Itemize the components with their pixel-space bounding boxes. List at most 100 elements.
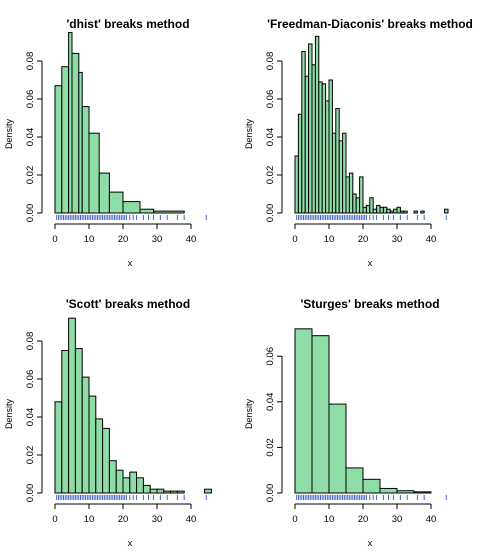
- histogram-bar: [311, 335, 330, 494]
- histogram-bar: [355, 197, 361, 214]
- histogram-bar: [153, 210, 185, 214]
- x-tick-label: 0: [52, 234, 57, 245]
- histogram-bar: [321, 83, 327, 214]
- histogram-bar: [81, 106, 90, 214]
- y-tick-label: 0.00: [25, 484, 36, 503]
- histogram-bar: [149, 488, 158, 494]
- histogram-bar: [369, 197, 374, 214]
- histogram-bar: [314, 35, 320, 214]
- histogram-bar: [294, 328, 313, 494]
- histogram-bar: [122, 201, 141, 214]
- histogram-bar: [68, 32, 73, 214]
- rug: [296, 495, 447, 500]
- x-tick-label: 10: [84, 514, 95, 525]
- histogram-bar: [444, 208, 449, 214]
- x-tick-label: 40: [426, 514, 437, 525]
- histogram-bar: [156, 488, 165, 494]
- histogram-bar: [54, 401, 63, 494]
- histogram-bar: [331, 132, 337, 214]
- x-axis-label: x: [368, 258, 373, 268]
- histogram-bar: [328, 79, 333, 214]
- x-tick-label: 20: [118, 514, 129, 525]
- y-axis: 0.00 0.02 0.04 0.06 0.08: [265, 52, 283, 223]
- histogram-bar: [393, 208, 398, 214]
- y-tick-label: 0.00: [25, 204, 36, 223]
- histogram-bar: [365, 204, 371, 214]
- histogram-bar: [98, 172, 110, 214]
- y-axis-label: Density: [244, 398, 254, 429]
- histogram-bar: [61, 66, 70, 214]
- panel-title: 'Sturges' breaks method: [300, 297, 439, 311]
- y-tick-label: 0.04: [265, 128, 276, 147]
- histogram-bar: [102, 427, 110, 494]
- histogram-bar: [142, 484, 151, 494]
- chart-panel-sturges: 'Sturges' breaks method x Density 0 10 20 3…: [244, 297, 447, 548]
- rug: [56, 495, 207, 500]
- histogram-bar: [308, 43, 313, 214]
- x-tick-label: 20: [118, 234, 129, 245]
- y-tick-label: 0.02: [25, 166, 36, 185]
- histogram-bar: [108, 460, 117, 494]
- histogram-bar: [136, 477, 144, 494]
- x-tick-label: 10: [84, 234, 95, 245]
- x-axis: 0 10 20 30 40: [52, 503, 197, 525]
- y-tick-label: 0.08: [25, 332, 36, 351]
- panel-title: 'Freedman-Diaconis' breaks method: [267, 17, 473, 31]
- chart-panel-scott: 'Scott' breaks method x Density 0 10 20 30 4…: [4, 297, 212, 548]
- y-axis: 0.00 0.02 0.04 0.06 0.08: [25, 52, 43, 223]
- x-tick-label: 0: [292, 234, 297, 245]
- y-tick-label: 0.04: [25, 408, 36, 427]
- y-tick-label: 0.06: [265, 90, 276, 109]
- histogram-bar: [362, 478, 381, 494]
- histogram-bar: [362, 206, 367, 214]
- x-tick-label: 30: [152, 514, 163, 525]
- histogram-bar: [71, 52, 80, 214]
- x-tick-label: 40: [186, 514, 197, 525]
- histogram-bar: [294, 155, 299, 214]
- x-axis-label: x: [128, 538, 133, 548]
- x-tick-label: 10: [324, 514, 335, 525]
- histogram-bar: [78, 71, 83, 214]
- x-tick-label: 20: [358, 234, 369, 245]
- y-tick-label: 0.08: [265, 52, 276, 71]
- x-tick-label: 20: [358, 514, 369, 525]
- histogram-bar: [348, 172, 354, 214]
- y-tick-label: 0.06: [25, 90, 36, 109]
- histogram-bar: [122, 477, 131, 494]
- x-tick-label: 40: [426, 234, 437, 245]
- panel-title: 'Scott' breaks method: [66, 297, 190, 311]
- x-tick-label: 30: [152, 234, 163, 245]
- chart-panel-freedman-diaconis: 'Freedman-Diaconis' breaks method x Dens…: [244, 17, 473, 268]
- histogram-bar: [108, 191, 124, 214]
- x-axis: 0 10 20 30 40: [52, 223, 196, 245]
- y-tick-label: 0.06: [25, 370, 36, 389]
- histogram-bar: [345, 467, 364, 494]
- histogram-bar: [338, 140, 344, 214]
- x-axis-label: x: [128, 258, 133, 268]
- histogram-bar: [68, 317, 76, 494]
- histogram-bar: [54, 85, 63, 214]
- x-tick-label: 10: [324, 234, 335, 245]
- histogram-bar: [372, 208, 378, 214]
- y-tick-label: 0.00: [265, 204, 276, 223]
- histogram-bar: [389, 210, 395, 214]
- bars: [294, 35, 449, 214]
- y-tick-label: 0.04: [25, 128, 36, 147]
- bars: [54, 317, 212, 494]
- histogram-bar: [139, 208, 155, 214]
- y-tick-label: 0.06: [265, 347, 276, 366]
- y-axis-label: Density: [244, 118, 254, 149]
- histogram-bar: [376, 204, 381, 214]
- histogram-bar: [88, 395, 97, 494]
- x-axis: 0 10 20 30 40: [292, 223, 437, 245]
- histogram-bar: [304, 75, 310, 214]
- y-axis: 0.00 0.02 0.04 0.06 0.08: [25, 332, 43, 503]
- bars: [294, 328, 432, 494]
- histogram-bar: [311, 64, 316, 214]
- y-tick-label: 0.02: [265, 438, 276, 457]
- x-tick-label: 0: [292, 514, 297, 525]
- histogram-bar: [115, 469, 124, 494]
- histogram-bar: [413, 210, 418, 214]
- y-axis-label: Density: [4, 118, 14, 149]
